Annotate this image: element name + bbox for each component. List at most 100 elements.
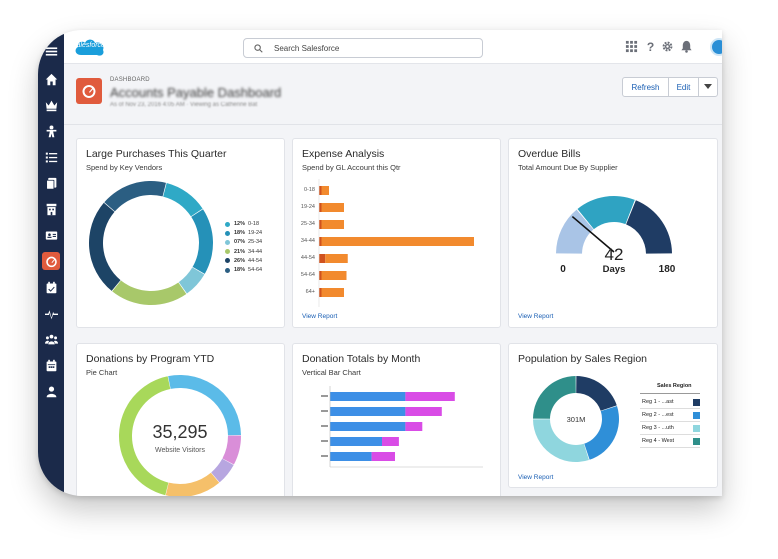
page-header: DASHBOARD Accounts Payable Dashboard As … bbox=[64, 65, 722, 125]
card-title: Large Purchases This Quarter bbox=[86, 148, 227, 160]
legend-swatch bbox=[693, 438, 700, 445]
calendar-check-icon[interactable] bbox=[42, 278, 60, 296]
view-report-link[interactable]: View Report bbox=[302, 313, 338, 320]
building-icon[interactable] bbox=[42, 200, 60, 218]
donations-donut-chart: 35,295 Website Visitors bbox=[119, 375, 241, 496]
legend-percent: 26% bbox=[234, 257, 246, 264]
legend-swatch bbox=[225, 221, 230, 227]
card-title: Overdue Bills bbox=[518, 148, 581, 160]
refresh-button[interactable]: Refresh bbox=[623, 78, 669, 96]
population-donut-slice bbox=[584, 406, 619, 460]
legend-percent: 12% bbox=[234, 221, 246, 227]
purchases-donut-slice bbox=[104, 181, 166, 212]
population-donut-slice bbox=[533, 376, 576, 419]
avatar[interactable] bbox=[710, 38, 722, 56]
view-report-link[interactable]: View Report bbox=[518, 474, 554, 481]
help-icon[interactable]: ? bbox=[644, 40, 657, 53]
breadcrumb: DASHBOARD bbox=[110, 77, 150, 83]
legend-range: 34-44 bbox=[248, 248, 263, 255]
crown-icon[interactable] bbox=[42, 96, 60, 114]
person-icon[interactable] bbox=[42, 122, 60, 140]
expense-tick-label: 54-64 bbox=[301, 272, 315, 278]
view-report-link[interactable]: View Report bbox=[518, 313, 554, 320]
donation-bar-segment bbox=[405, 407, 442, 416]
legend-item: Reg 2 - ...est bbox=[642, 412, 702, 420]
donations-donut-slice bbox=[222, 435, 241, 465]
legend-swatch bbox=[693, 399, 700, 406]
user-icon[interactable] bbox=[42, 382, 60, 400]
legend-swatch bbox=[225, 239, 230, 245]
card-subtitle: Vertical Bar Chart bbox=[302, 368, 361, 377]
edit-button[interactable]: Edit bbox=[669, 78, 699, 96]
chevron-down-icon bbox=[704, 84, 712, 89]
expense-tick-label: 19-24 bbox=[301, 204, 315, 210]
page-title: Accounts Payable Dashboard bbox=[110, 85, 282, 100]
search-placeholder: Search Salesforce bbox=[274, 44, 340, 53]
purchases-donut-slice bbox=[191, 209, 213, 274]
legend-percent: 18% bbox=[234, 267, 246, 273]
purchases-donut-slice bbox=[178, 267, 205, 294]
more-actions-button[interactable] bbox=[699, 78, 717, 96]
expense-bar bbox=[321, 288, 344, 297]
gear-icon[interactable] bbox=[661, 40, 674, 53]
legend-item: 21% 34-44 bbox=[225, 249, 262, 255]
apps-grid-icon[interactable] bbox=[625, 40, 638, 53]
legend-divider bbox=[640, 421, 700, 422]
legend-divider bbox=[640, 393, 700, 394]
legend-swatch bbox=[225, 230, 230, 236]
expense-bar bbox=[321, 237, 474, 246]
legend-divider bbox=[640, 434, 700, 435]
group-icon[interactable] bbox=[42, 330, 60, 348]
contact-card-icon[interactable] bbox=[42, 226, 60, 244]
card-large-purchases: Large Purchases This Quarter Spend by Ke… bbox=[76, 138, 285, 328]
menu-icon[interactable] bbox=[42, 42, 60, 60]
list-icon[interactable] bbox=[42, 148, 60, 166]
donation-bar bbox=[330, 422, 406, 431]
donation-bar bbox=[330, 392, 406, 401]
search-input[interactable]: Search Salesforce bbox=[243, 38, 483, 58]
donations-donut-slice bbox=[119, 376, 171, 496]
expense-bar-segment bbox=[319, 237, 322, 246]
legend-percent: 21% bbox=[234, 248, 246, 255]
month-tick-label bbox=[321, 410, 328, 412]
legend-range: 54-64 bbox=[248, 267, 263, 273]
population-donut-chart: 301M bbox=[533, 376, 619, 462]
card-title: Expense Analysis bbox=[302, 148, 385, 160]
legend-item: 07% 25-34 bbox=[225, 239, 262, 245]
salesforce-logo[interactable]: salesforce bbox=[72, 36, 106, 58]
card-donation-totals: Donation Totals by Month Vertical Bar Ch… bbox=[292, 343, 501, 496]
legend-item: Reg 3 - ...uth bbox=[642, 425, 702, 433]
dashboard-icon[interactable] bbox=[42, 252, 60, 270]
legend-swatch bbox=[693, 425, 700, 432]
card-population: Population by Sales Region 301M Sales Re… bbox=[508, 343, 718, 488]
legend-range: 19-24 bbox=[248, 230, 263, 237]
donut-center-value: 301M bbox=[567, 415, 586, 424]
home-icon[interactable] bbox=[42, 70, 60, 88]
card-donations-program: Donations by Program YTD Pie Chart 35,29… bbox=[76, 343, 285, 496]
card-title: Donation Totals by Month bbox=[302, 353, 421, 365]
purchases-donut-slice bbox=[112, 280, 187, 305]
card-subtitle: Spend by GL Account this Qtr bbox=[302, 163, 401, 172]
expense-bar-segment bbox=[319, 254, 326, 263]
files-icon[interactable] bbox=[42, 174, 60, 192]
calendar-icon[interactable] bbox=[42, 356, 60, 374]
legend-title: Sales Region bbox=[657, 383, 692, 389]
donations-donut-slice bbox=[165, 472, 220, 496]
donation-bar-segment bbox=[405, 422, 423, 431]
legend-percent: 07% bbox=[234, 239, 246, 246]
gauge-max-label: 180 bbox=[659, 264, 676, 275]
gauge-segment bbox=[556, 209, 594, 254]
legend-range: 25-34 bbox=[248, 239, 263, 246]
card-title: Donations by Program YTD bbox=[86, 353, 215, 365]
nav-rail bbox=[38, 30, 64, 496]
month-tick-label bbox=[321, 455, 328, 457]
legend-item: Reg 1 - ...ast bbox=[642, 399, 702, 407]
pulse-icon[interactable] bbox=[42, 304, 60, 322]
month-tick-label bbox=[321, 425, 328, 427]
bell-icon[interactable] bbox=[680, 40, 693, 53]
expense-tick-label: 44-54 bbox=[301, 255, 315, 261]
legend-item: Reg 4 - West bbox=[642, 438, 702, 446]
legend-swatch bbox=[225, 267, 230, 273]
population-donut-slice bbox=[533, 419, 589, 462]
month-tick-label bbox=[321, 440, 328, 442]
